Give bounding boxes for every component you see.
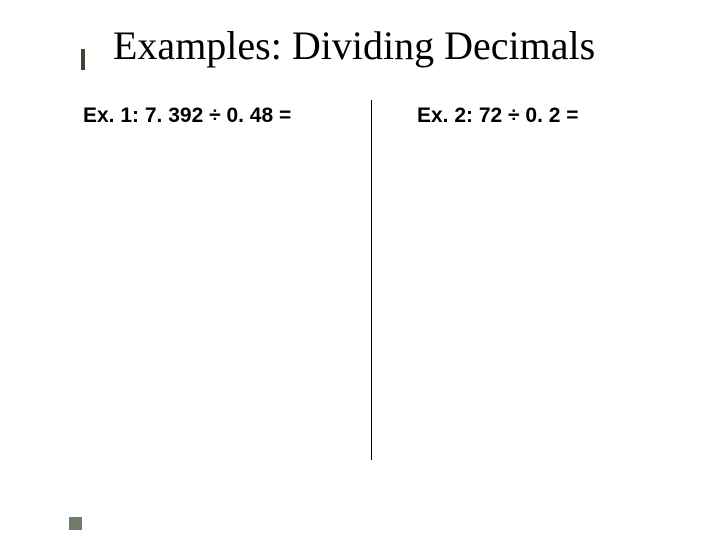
example-1: Ex. 1: 7. 392 ÷ 0. 48 = [83, 104, 291, 128]
example-2: Ex. 2: 72 ÷ 0. 2 = [417, 104, 579, 128]
page-title: Examples: Dividing Decimals [113, 22, 595, 69]
vertical-divider [371, 100, 372, 460]
title-accent-bar [81, 49, 85, 70]
corner-decoration [69, 517, 82, 530]
